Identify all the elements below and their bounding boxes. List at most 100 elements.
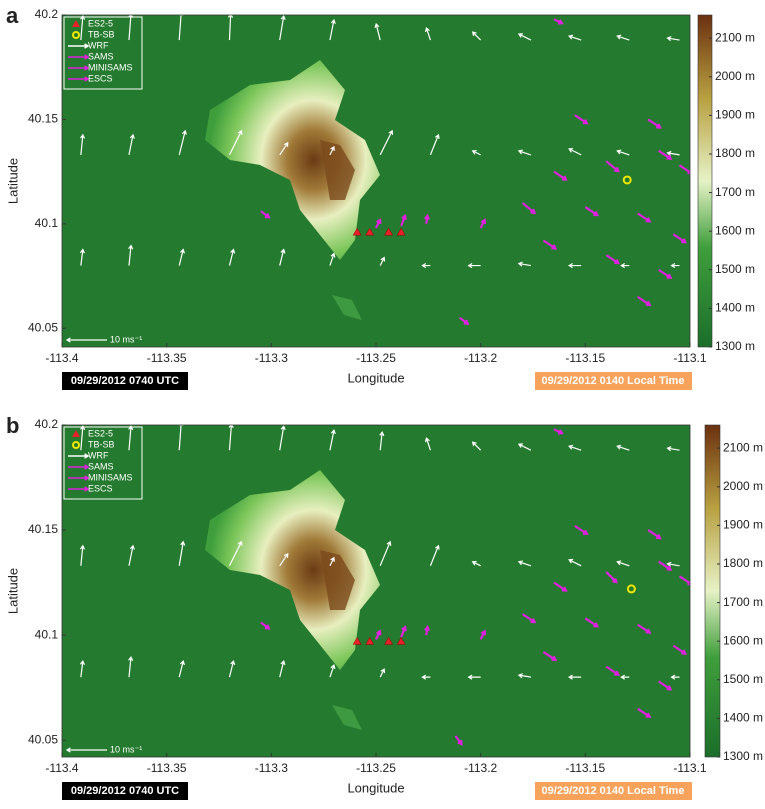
x-tick-label: -113.35 [147,351,187,365]
wind-vector [666,36,680,42]
legend-symbol [72,430,80,437]
colorbar-frame [704,424,721,758]
wind-vector [517,673,532,679]
wind-vector [471,441,482,451]
wind-vector [424,625,430,636]
wind-vector [279,15,286,41]
y-tick-label: 40.15 [28,112,58,126]
x-tick-label: -113.1 [673,761,706,775]
wind-vector [574,114,589,125]
wind-vector [178,540,186,566]
wind-vector [279,552,289,567]
wind-vector [616,149,630,156]
colorbar-tick-label: 2100 m [715,30,755,44]
wind-vector [379,256,386,266]
wind-vector [567,674,582,680]
wind-vector [471,31,482,41]
wind-vector [459,316,470,326]
wind-vector [657,680,673,691]
legend-symbol [68,486,90,492]
plot-area [79,15,690,326]
wind-vector [521,202,537,215]
legend-label: TB-SB [88,29,115,39]
legend-symbol [68,54,90,60]
station-marker [626,584,636,594]
x-tick-label: -113.35 [147,761,187,775]
x-tick-label: -113.15 [565,351,605,365]
footer-left: 09/29/2012 0740 UTC [71,375,179,387]
wind-vector [329,252,336,266]
wind-vector [672,644,688,655]
wind-vector [542,239,558,250]
wind-vector [517,33,532,41]
wind-vector [657,268,673,279]
legend-symbol [72,441,80,449]
y-tick-label: 40.1 [35,627,59,641]
wind-vector [279,141,289,156]
legend-box [63,16,143,90]
colorbar-tick-label: 2000 m [723,479,763,493]
wind-vector [471,560,481,567]
legend-label: SAMS [88,461,114,471]
wind-vector [542,651,558,662]
wind-vector [568,444,582,451]
station-marker [396,636,406,645]
wind-vector [637,623,652,634]
wind-vector [567,262,582,269]
wind-vector [471,149,481,156]
legend-label: ESCS [88,483,113,493]
scale-arrow [65,747,107,753]
wind-vector [379,129,394,156]
x-axis-label: Longitude [347,780,404,795]
wind-vector [400,213,407,227]
wind-vector [666,150,680,156]
plot-area [79,425,690,746]
wind-vector [517,560,532,567]
colorbar-tick-label: 1300 m [715,339,755,353]
legend-symbol [68,65,90,71]
wind-vector [657,149,673,160]
panel-b: -113.4 -113.35 -113.3 -113.25 -113.2 -113.15 -… [5,413,763,800]
wind-vector [616,34,630,41]
legend-symbol [68,475,90,481]
wind-vector [329,429,336,451]
wind-vector [521,613,537,624]
wind-vector [260,621,271,630]
wind-vector [479,629,487,640]
wind-vector [279,660,286,678]
wind-vector [128,15,134,41]
panel-label: b [6,413,19,438]
wind-vector [424,437,431,451]
wind-vector [228,540,243,567]
wind-vector [666,561,680,567]
wind-vector [228,660,236,678]
y-axis-label: Latitude [5,158,20,204]
wind-vector [568,558,582,567]
wind-vector [128,425,134,451]
colorbar-tick-label: 1800 m [715,146,755,160]
wind-vector [329,18,336,41]
colorbar-tick-label: 1900 m [723,518,763,532]
legend-label: ES2-5 [88,428,113,438]
wind-vector [421,262,431,269]
station-marker [365,636,375,645]
footer-box [535,782,692,800]
wind-vector [329,145,335,156]
wind-vector [329,556,335,567]
footer-left: 09/29/2012 0740 UTC [71,785,179,797]
wind-vector [178,425,184,451]
wind-vector [429,133,440,156]
scale-label: 10 ms⁻¹ [110,334,142,344]
colorbar-tick-label: 1400 m [715,301,755,315]
legend-label: TB-SB [88,439,115,449]
legend-symbol [72,20,80,27]
station-marker [384,227,393,236]
footer-right: 09/29/2012 0140 Local Time [542,785,685,797]
y-tick-label: 40.05 [28,732,58,746]
panel-a: -113.4 -113.35 -113.3 -113.25 -113.2 -113.15 -… [5,3,755,390]
scale-label: 10 ms⁻¹ [110,744,142,754]
wind-vector [228,248,236,266]
x-tick-label: -113.1 [673,351,706,365]
